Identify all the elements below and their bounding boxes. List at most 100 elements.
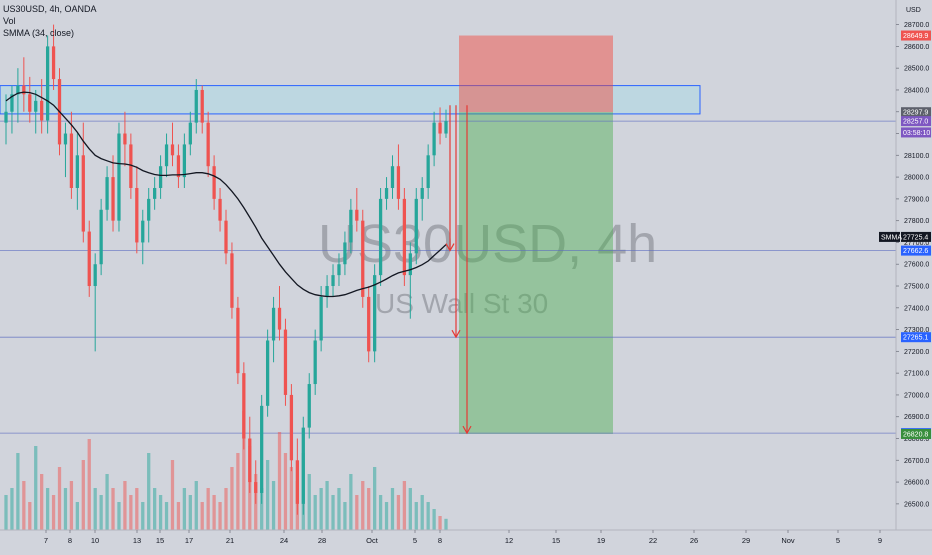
candle-body — [224, 220, 228, 254]
candle — [438, 107, 442, 145]
candle-body — [349, 209, 353, 243]
volume-bar — [283, 453, 288, 530]
take-profit-zone[interactable] — [459, 112, 613, 434]
price-badge-label: 28257.0 — [903, 119, 928, 126]
candle — [343, 231, 347, 276]
horizontal-lines-layer — [0, 120, 896, 434]
volume-bar — [313, 495, 317, 530]
price-tick-label: 27800.0 — [904, 218, 929, 225]
volume-bar — [170, 460, 175, 530]
candle — [69, 111, 74, 199]
volume-bar — [194, 481, 198, 530]
volume-bar — [367, 488, 371, 530]
volume-bar — [218, 502, 222, 530]
candle-body — [408, 253, 412, 276]
candle — [81, 122, 85, 243]
candle — [51, 24, 56, 90]
volume-bar — [438, 516, 442, 530]
candle — [176, 144, 181, 188]
volume-bar — [81, 460, 85, 530]
candle-body — [22, 85, 26, 95]
candle — [384, 177, 389, 210]
candle-body — [34, 100, 38, 112]
candle-body — [105, 177, 109, 210]
stop-loss-zone[interactable] — [459, 35, 613, 113]
candle — [87, 220, 91, 297]
volume-bar — [361, 481, 365, 530]
resistance-zone[interactable] — [0, 85, 701, 115]
price-tick-label: 27500.0 — [904, 284, 929, 291]
candle-body — [129, 144, 133, 188]
arrow-head — [445, 243, 455, 252]
price-badge-bg — [901, 332, 931, 343]
candle-body — [158, 166, 163, 188]
price-tick-label: 26600.0 — [904, 480, 929, 487]
volume-bar — [135, 488, 139, 530]
candle-body — [301, 427, 305, 504]
candle-body — [176, 155, 181, 178]
candle — [367, 286, 371, 363]
watermark-symbol: US30USD, 4h — [318, 214, 657, 274]
volume-indicator-label[interactable]: Vol — [3, 16, 16, 26]
candles-layer — [4, 24, 448, 515]
volume-bar — [390, 488, 395, 530]
price-badge: 28257.0 — [901, 116, 931, 127]
candle — [260, 394, 264, 504]
volume-bar — [93, 488, 97, 530]
candle — [432, 111, 436, 167]
time-tick-label: 26 — [690, 536, 698, 545]
candle-body — [230, 253, 234, 308]
time-tick-label: 8 — [438, 536, 442, 545]
time-tick-label: 7 — [44, 536, 48, 545]
price-tick-label: 26700.0 — [904, 458, 929, 465]
price-tick-label: 28400.0 — [904, 87, 929, 94]
volume-bar — [355, 495, 359, 530]
candle-body — [164, 144, 169, 167]
volume-bar — [384, 502, 389, 530]
price-badge-bg — [901, 30, 931, 41]
target-arrow[interactable] — [445, 105, 455, 252]
smma-tag-label: SMMA — [881, 234, 902, 241]
candle — [426, 144, 430, 199]
candle — [22, 57, 26, 112]
candle — [117, 122, 121, 232]
target-arrow[interactable] — [462, 105, 472, 435]
time-tick-label: 17 — [185, 536, 193, 545]
candle — [212, 155, 216, 210]
time-tick-label: 15 — [156, 536, 164, 545]
candle-body — [87, 231, 91, 287]
volume-bar — [69, 481, 74, 530]
candle-body — [212, 166, 216, 199]
symbol-info[interactable]: US30USD, 4h, OANDA — [3, 4, 97, 14]
candle — [248, 416, 252, 493]
candle-body — [45, 46, 50, 121]
volume-bar — [129, 495, 133, 530]
volume-bar — [337, 488, 341, 530]
target-arrow[interactable] — [451, 105, 461, 339]
price-badge: 27662.6 — [901, 245, 931, 256]
price-axis-badges: 28649.9 28297.9 28257.0 03:58:10 27725.4 2766… — [879, 30, 931, 439]
candle-body — [254, 482, 258, 493]
volume-bar — [402, 481, 407, 530]
volume-bar — [408, 488, 412, 530]
candle — [4, 94, 8, 145]
volume-bar — [99, 495, 103, 530]
volume-bar — [265, 460, 270, 530]
candle — [361, 209, 365, 308]
volume-bar — [22, 481, 26, 530]
zones-layer — [0, 35, 701, 434]
candle-body — [325, 286, 329, 297]
volume-bar — [4, 495, 8, 530]
time-axis-ticks[interactable]: 7 8 10 13 15 17 21 24 28 Oct 5 8 12 15 19 22 26 29 Nov 5 9 — [44, 530, 882, 545]
time-tick-label: 22 — [649, 536, 657, 545]
price-badge-label: 27725.4 — [903, 234, 928, 241]
candle — [45, 35, 50, 134]
volume-bar — [444, 518, 448, 530]
smma-indicator-label[interactable]: SMMA (34, close) — [3, 28, 74, 38]
price-badge-label: 28297.9 — [903, 110, 928, 117]
time-tick-label: 21 — [226, 536, 234, 545]
candle-body — [307, 384, 311, 428]
candle-body — [277, 307, 282, 330]
